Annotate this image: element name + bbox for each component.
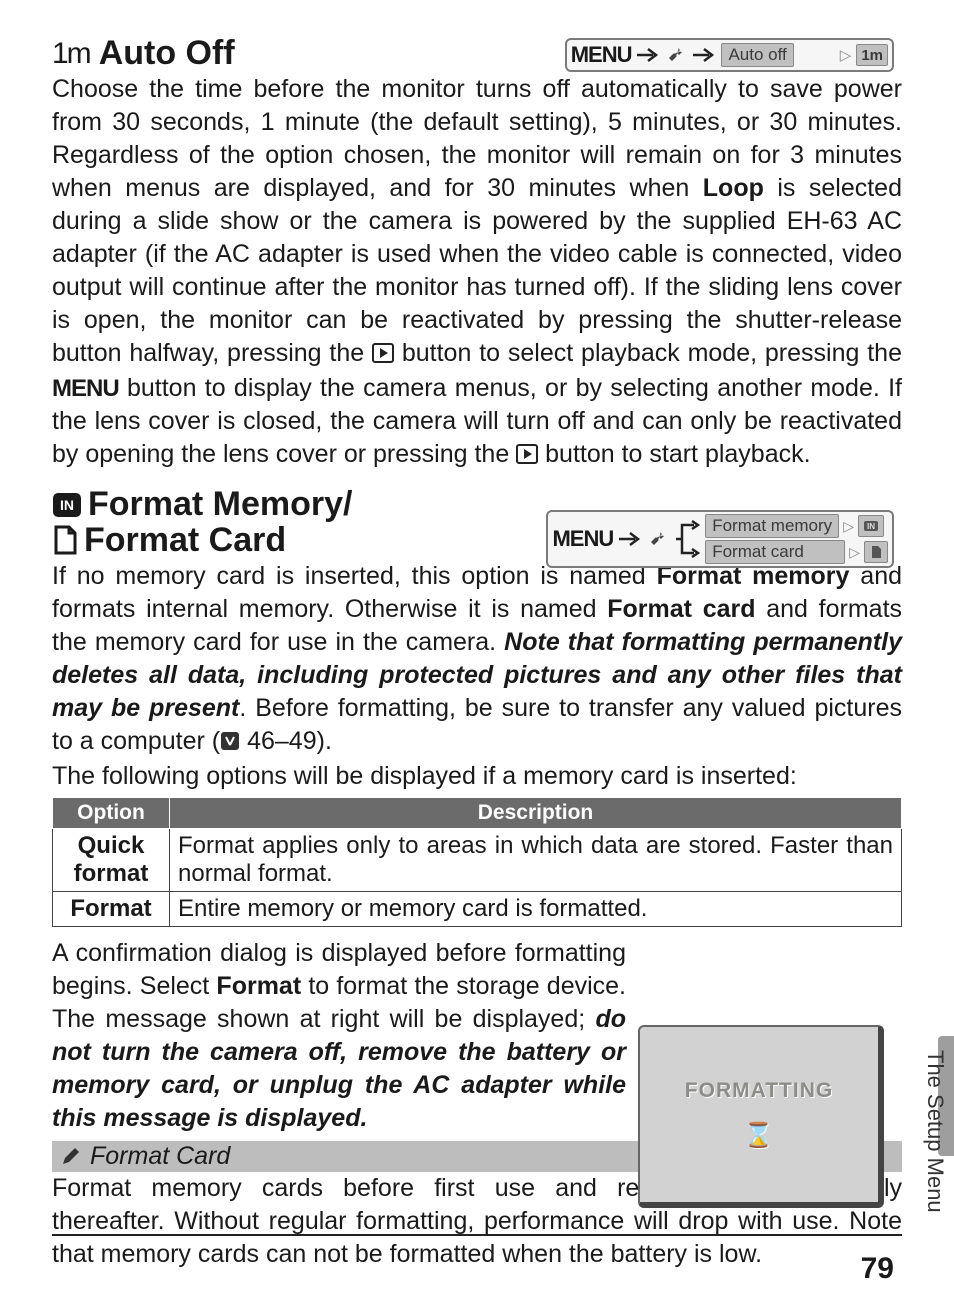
wrench-icon <box>647 530 669 548</box>
menu-path-format: MENU Format memory ▷ IN Format card ▷ <box>546 510 894 568</box>
menu-item-format-card: Format card <box>705 540 845 564</box>
th-option: Option <box>53 797 170 828</box>
camera-lcd-preview: FORMATTING ⌛ <box>638 1025 884 1208</box>
table-row: Format Entire memory or memory card is f… <box>53 891 902 926</box>
heading-text: Format Memory/ <box>88 487 353 523</box>
svg-text:IN: IN <box>60 497 74 513</box>
heading-text: Auto Off <box>99 34 235 73</box>
playback-icon <box>372 341 394 369</box>
side-section-label: The Setup Menu <box>922 1050 948 1213</box>
footer-rule <box>52 1234 902 1236</box>
arrow-icon <box>618 530 642 548</box>
in-chip-icon: IN <box>858 515 884 537</box>
menu-word: MENU <box>52 375 119 402</box>
auto-off-paragraph: Choose the time before the monitor turns… <box>52 73 902 473</box>
table-row: Quickformat Format applies only to areas… <box>53 828 902 891</box>
format-paragraph-2: The following options will be displayed … <box>52 760 902 793</box>
menu-chip-1m: 1m <box>856 44 888 66</box>
playback-icon <box>516 442 538 470</box>
menu-item-format-memory: Format memory <box>705 514 839 538</box>
card-icon <box>52 525 78 555</box>
lcd-text: FORMATTING <box>685 1079 833 1103</box>
cell-desc: Format applies only to areas in which da… <box>170 828 902 891</box>
pencil-icon <box>60 1145 82 1167</box>
arrow-icon <box>692 46 716 64</box>
format-paragraph-1: If no memory card is inserted, this opti… <box>52 560 902 760</box>
note-title: Format Card <box>90 1142 230 1171</box>
format-options-table: Option Description Quickformat Format ap… <box>52 797 902 927</box>
wrench-icon <box>665 46 687 64</box>
page-ref-icon <box>220 729 240 757</box>
play-glyph: ▷ <box>840 46 852 64</box>
in-icon: IN <box>52 492 82 518</box>
clock-1m-icon: 1m <box>52 37 90 71</box>
menu-item-auto-off: Auto off <box>721 43 793 67</box>
heading-text: Format Card <box>84 521 286 560</box>
menu-path-auto-off: MENU Auto off ▷ 1m <box>565 38 894 72</box>
menu-label: MENU <box>552 526 613 552</box>
arrow-icon <box>636 46 660 64</box>
cell-desc: Entire memory or memory card is formatte… <box>170 891 902 926</box>
cell-option: Format <box>53 891 170 926</box>
card-chip-icon <box>864 541 888 563</box>
cell-option: Quickformat <box>53 828 170 891</box>
hourglass-icon: ⌛ <box>744 1121 775 1150</box>
th-description: Description <box>170 797 902 828</box>
branch-arrow-icon <box>674 517 700 561</box>
format-paragraph-3: A confirmation dialog is displayed befor… <box>52 937 626 1135</box>
page-number: 79 <box>861 1252 894 1286</box>
menu-label: MENU <box>571 42 632 68</box>
svg-text:IN: IN <box>867 522 875 531</box>
